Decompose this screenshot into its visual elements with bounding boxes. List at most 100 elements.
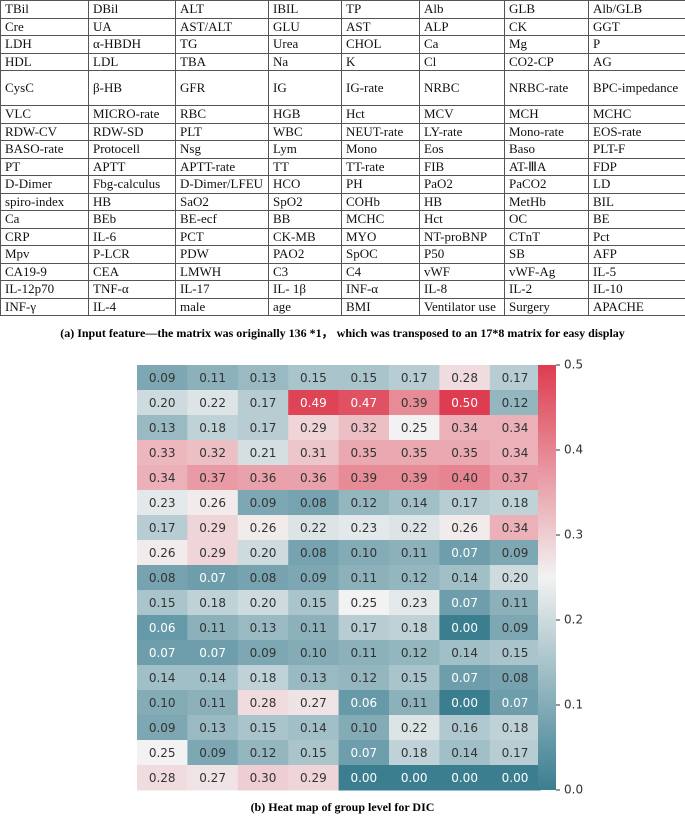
table-cell: vWF [419,262,505,281]
cell-label: 0.08 [149,571,176,585]
cell-label: 0.15 [300,371,327,385]
table-cell: CO2-CP [504,52,589,71]
table-cell: PLT-F [588,140,685,159]
table-cell: PCT [175,227,269,246]
heatmap-cell [187,515,239,541]
heatmap-cell [389,715,440,741]
table-cell: CysC [0,70,89,106]
table-cell: LY-rate [419,122,505,141]
heatmap-cell [137,365,188,391]
cell-label: 0.35 [451,446,478,460]
heatmap-cell [187,490,239,516]
table-cell: FDP [588,157,685,176]
cell-label: 0.07 [451,671,478,685]
table-cell: K [341,52,420,71]
heatmap-cell [187,440,239,466]
cell-label: 0.26 [199,496,226,510]
cell-label: 0.09 [199,746,226,760]
cell-label: 0.32 [199,446,226,460]
heatmap-cell [288,640,340,666]
cell-label: 0.14 [401,496,428,510]
cell-label: 0.11 [199,621,226,635]
cell-label: 0.20 [149,396,176,410]
table-cell: P-LCR [88,245,176,264]
heatmap-cell [389,540,440,566]
cell-label: 0.11 [350,571,377,585]
heatmap-cell [237,665,289,691]
heatmap-cell [338,465,390,491]
heatmap-cell [489,715,541,741]
colorbar-tick-label: 0.0 [564,783,583,797]
cell-label: 0.18 [199,596,226,610]
heatmap-cell [439,415,491,441]
cell-label: 0.11 [502,596,529,610]
heatmap-cell [137,440,188,466]
cell-label: 0.39 [401,396,428,410]
heatmap-cell [489,640,541,666]
heatmap-cell [137,565,188,591]
colorbar-tick-label: 0.4 [564,443,583,457]
heatmap-cell [288,465,340,491]
cell-label: 0.07 [350,746,377,760]
cell-label: 0.10 [300,646,327,660]
cell-label: 0.50 [451,396,478,410]
table-cell: SB [504,245,589,264]
table-cell: BIL [588,192,685,211]
table-cell: BEb [88,210,176,229]
cell-label: 0.18 [401,621,428,635]
cell-label: 0.15 [401,671,428,685]
cell-label: 0.06 [350,696,377,710]
table-cell: C3 [268,262,342,281]
heatmap-cell [489,590,541,616]
table-cell: IG-rate [341,70,420,106]
heatmap-cell [338,740,390,766]
heatmap-cell [237,715,289,741]
cell-label: 0.20 [250,596,277,610]
table-cell: IL-12p70 [0,280,89,299]
table-cell: D-Dimer/LFEU [175,175,269,194]
cell-label: 0.18 [502,721,529,735]
cell-label: 0.09 [250,646,277,660]
cell-label: 0.49 [300,396,327,410]
table-cell: PaO2 [419,175,505,194]
heatmap-cell [489,415,541,441]
heatmap-cell [439,615,491,641]
cell-label: 0.20 [250,546,277,560]
table-cell: IL-6 [88,227,176,246]
table-cell: Ventilator use [419,297,505,316]
cell-label: 0.14 [451,746,478,760]
heatmap-cell [237,765,289,791]
table-cell: GLB [504,0,589,19]
heatmap-cell [288,390,340,416]
cell-label: 0.28 [451,371,478,385]
table-row: CysC β-HB GFR IG IG-rate NRBC NRBC-rate BPC-imp… [0,70,685,106]
heatmap-cell [137,540,188,566]
cell-label: 0.14 [199,671,226,685]
table-cell: PDW [175,245,269,264]
heatmap-cell [187,615,239,641]
heatmap-cell [389,665,440,691]
cell-label: 0.17 [451,496,478,510]
heatmap-cell [288,615,340,641]
table-cell: CK [504,17,589,36]
heatmap-cell [389,615,440,641]
table-cell: HB [419,192,505,211]
cell-label: 0.35 [401,446,428,460]
cell-label: 0.29 [300,771,327,785]
cell-label: 0.23 [149,496,176,510]
table-cell: INF-α [341,280,420,299]
heatmap-cell [237,540,289,566]
cell-label: 0.08 [300,496,327,510]
cell-label: 0.08 [250,571,277,585]
cell-label: 0.15 [300,746,327,760]
heatmap-cell [237,415,289,441]
cell-label: 0.09 [502,621,529,635]
heatmap-cell [489,690,541,716]
heatmap-cell [439,665,491,691]
cell-label: 0.34 [149,471,176,485]
cell-label: 0.40 [451,471,478,485]
cell-label: 0.29 [199,521,226,535]
table-row: HDL LDL TBA Na K Cl CO2-CP AG [0,52,685,71]
cell-label: 0.17 [502,746,529,760]
heatmap-cell [439,565,491,591]
